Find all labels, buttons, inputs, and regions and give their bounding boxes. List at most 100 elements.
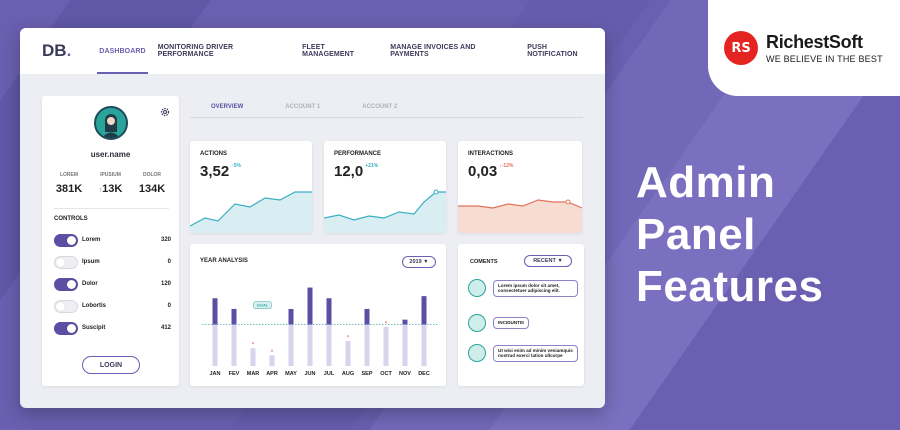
- bar-marker: *: [252, 342, 255, 348]
- brand-badge: RS RichestSoft WE BELIEVE IN THE BEST: [708, 0, 900, 96]
- month-label: JAN: [209, 371, 220, 377]
- bar-jun: [307, 324, 313, 366]
- bar-marker: *: [385, 321, 388, 327]
- avatar[interactable]: [94, 106, 128, 140]
- main-nav: DASHBOARD MONITORING DRIVER PERFORMANCE …: [93, 28, 605, 74]
- comments-card: COMENTS RECENT ▼ Lorem ipsum dolor sit a…: [458, 244, 584, 386]
- bar-aug: [345, 341, 351, 366]
- goal-tag: [253, 301, 272, 309]
- username: user.name: [90, 150, 131, 159]
- bar-dec-above-goal: [421, 296, 427, 325]
- control-lorem: Lorem 320: [54, 233, 171, 247]
- toggle-switch[interactable]: [54, 255, 78, 269]
- recent-select[interactable]: RECENT ▼: [524, 255, 572, 267]
- tab-account-1[interactable]: ACCOUNT 1: [285, 103, 321, 110]
- bar-sep-above-goal: [364, 308, 370, 325]
- month-label: AUG: [342, 371, 354, 377]
- bar-mar: [250, 348, 256, 366]
- headline: Admin Panel Features: [636, 157, 823, 313]
- bar-sep: [364, 324, 370, 366]
- comment-item: Ut wisi enim ad minim veniamquis nostrud…: [468, 344, 578, 362]
- sub-tabs: OVERVIEW ACCOUNT 1 ACCOUNT 2: [190, 96, 583, 118]
- nav-monitoring-driver-performance[interactable]: MONITORING DRIVER PERFORMANCE: [157, 44, 234, 58]
- bar-nov-above-goal: [402, 319, 408, 325]
- year-analysis-card: YEAR ANALYSIS 2019 ▼ GOAL * * * * JAN FEV MAR…: [190, 244, 446, 386]
- dashboard-window: DB. DASHBOARD MONITORING DRIVER PERFORMA…: [20, 28, 605, 408]
- month-label: MAR: [247, 371, 260, 377]
- up-arrow-icon: ↑: [98, 187, 103, 194]
- month-label: SEP: [361, 371, 372, 377]
- headline-line: Panel: [636, 210, 756, 259]
- headline-line: Admin: [636, 158, 776, 207]
- bar-may-above-goal: [288, 308, 294, 325]
- bar-may: [288, 324, 294, 366]
- month-label: JUL: [324, 371, 335, 377]
- divider: [54, 208, 169, 209]
- toggle-switch[interactable]: [54, 321, 78, 335]
- sparkline-actions: [190, 191, 312, 233]
- month-label: NOV: [399, 371, 411, 377]
- toggle-switch[interactable]: [54, 233, 78, 247]
- bar-jul: [326, 324, 332, 366]
- brand-logo-icon: RS: [724, 31, 758, 65]
- app-logo[interactable]: DB.: [42, 41, 72, 60]
- bar-dec: [421, 324, 427, 366]
- bar-fev: [231, 324, 237, 366]
- bar-nov: [402, 324, 408, 366]
- controls-title: CONTROLS: [54, 216, 88, 222]
- nav-manage-invoices[interactable]: MANAGE INVOICES AND PAYMENTS: [390, 44, 476, 58]
- login-button[interactable]: LOGIN: [82, 356, 140, 374]
- toggle-switch[interactable]: [54, 277, 78, 291]
- headline-line: Features: [636, 262, 824, 311]
- stat-ipusium: IPUSIUM ↑13K: [98, 172, 123, 195]
- commenter-avatar[interactable]: [468, 279, 486, 297]
- metric-card-performance: PERFORMANCE 12,0 +21%: [324, 141, 446, 233]
- commenter-avatar[interactable]: [468, 314, 486, 332]
- bar-marker: *: [347, 335, 350, 341]
- sparkline-interactions: [458, 199, 582, 233]
- nav-dashboard[interactable]: DASHBOARD: [93, 28, 151, 74]
- nav-push-notification[interactable]: PUSH NOTIFICATION: [527, 44, 578, 58]
- commenter-avatar[interactable]: [468, 344, 486, 362]
- bar-apr: [269, 355, 275, 366]
- metric-card-actions: ACTIONS 3,52 ↑5%: [190, 141, 312, 233]
- month-label: JUN: [304, 371, 315, 377]
- stat-dolor: DOLOR 134K: [138, 172, 166, 195]
- comment-item: INCIDUNTIII: [468, 314, 578, 332]
- comments-title: COMENTS: [470, 259, 498, 265]
- bar-jan: [212, 324, 218, 366]
- nav-fleet-management[interactable]: FLEET MANAGEMENT: [302, 44, 355, 58]
- month-label: APR: [266, 371, 278, 377]
- stat-lorem: LOREM 381K: [55, 172, 83, 195]
- comment-bubble: Lorem ipsum dolor sit amet, consectetuer…: [493, 279, 578, 297]
- comment-bubble: Ut wisi enim ad minim veniamquis nostrud…: [493, 344, 578, 362]
- control-dolor: Dolor 120: [54, 277, 171, 291]
- year-bar-chart: GOAL * * * * JAN FEV MAR APR MAY JUN JUL AUG SEP OCT…: [202, 287, 438, 377]
- brand-tagline: WE BELIEVE IN THE BEST: [766, 54, 883, 64]
- bar-jun-above-goal: [307, 287, 313, 325]
- goal-label: GOAL: [257, 302, 269, 307]
- month-label: MAY: [285, 371, 297, 377]
- month-label: DEC: [418, 371, 430, 377]
- top-nav-bar: DB. DASHBOARD MONITORING DRIVER PERFORMA…: [20, 28, 605, 74]
- tab-overview[interactable]: OVERVIEW: [211, 103, 244, 110]
- control-lobortis: Lobortis 0: [54, 299, 171, 313]
- tab-account-2[interactable]: ACCOUNT 2: [362, 103, 398, 110]
- comment-bubble: INCIDUNTIII: [493, 317, 529, 329]
- sparkline-performance: [324, 189, 446, 233]
- year-analysis-title: YEAR ANALYSIS: [200, 258, 248, 264]
- control-suscipit: Suscipit 412: [54, 321, 171, 335]
- profile-panel: user.name LOREM 381K IPUSIUM ↑13K DOLOR …: [42, 96, 179, 386]
- metric-card-interactions: INTERACTIONS 0,03 ↓-12%: [458, 141, 582, 233]
- bar-jan-above-goal: [212, 298, 218, 325]
- month-label: OCT: [380, 371, 392, 377]
- toggle-switch[interactable]: [54, 299, 78, 313]
- bar-jul-above-goal: [326, 298, 332, 325]
- profile-stats: LOREM 381K IPUSIUM ↑13K DOLOR 134K: [50, 172, 171, 195]
- bar-fev-above-goal: [231, 308, 237, 325]
- gear-icon[interactable]: [159, 106, 171, 118]
- bar-oct: [383, 326, 389, 366]
- brand-name: RichestSoft: [766, 32, 863, 52]
- year-select[interactable]: 2019 ▼: [402, 256, 436, 268]
- control-ipsum: Ipsum 0: [54, 255, 171, 269]
